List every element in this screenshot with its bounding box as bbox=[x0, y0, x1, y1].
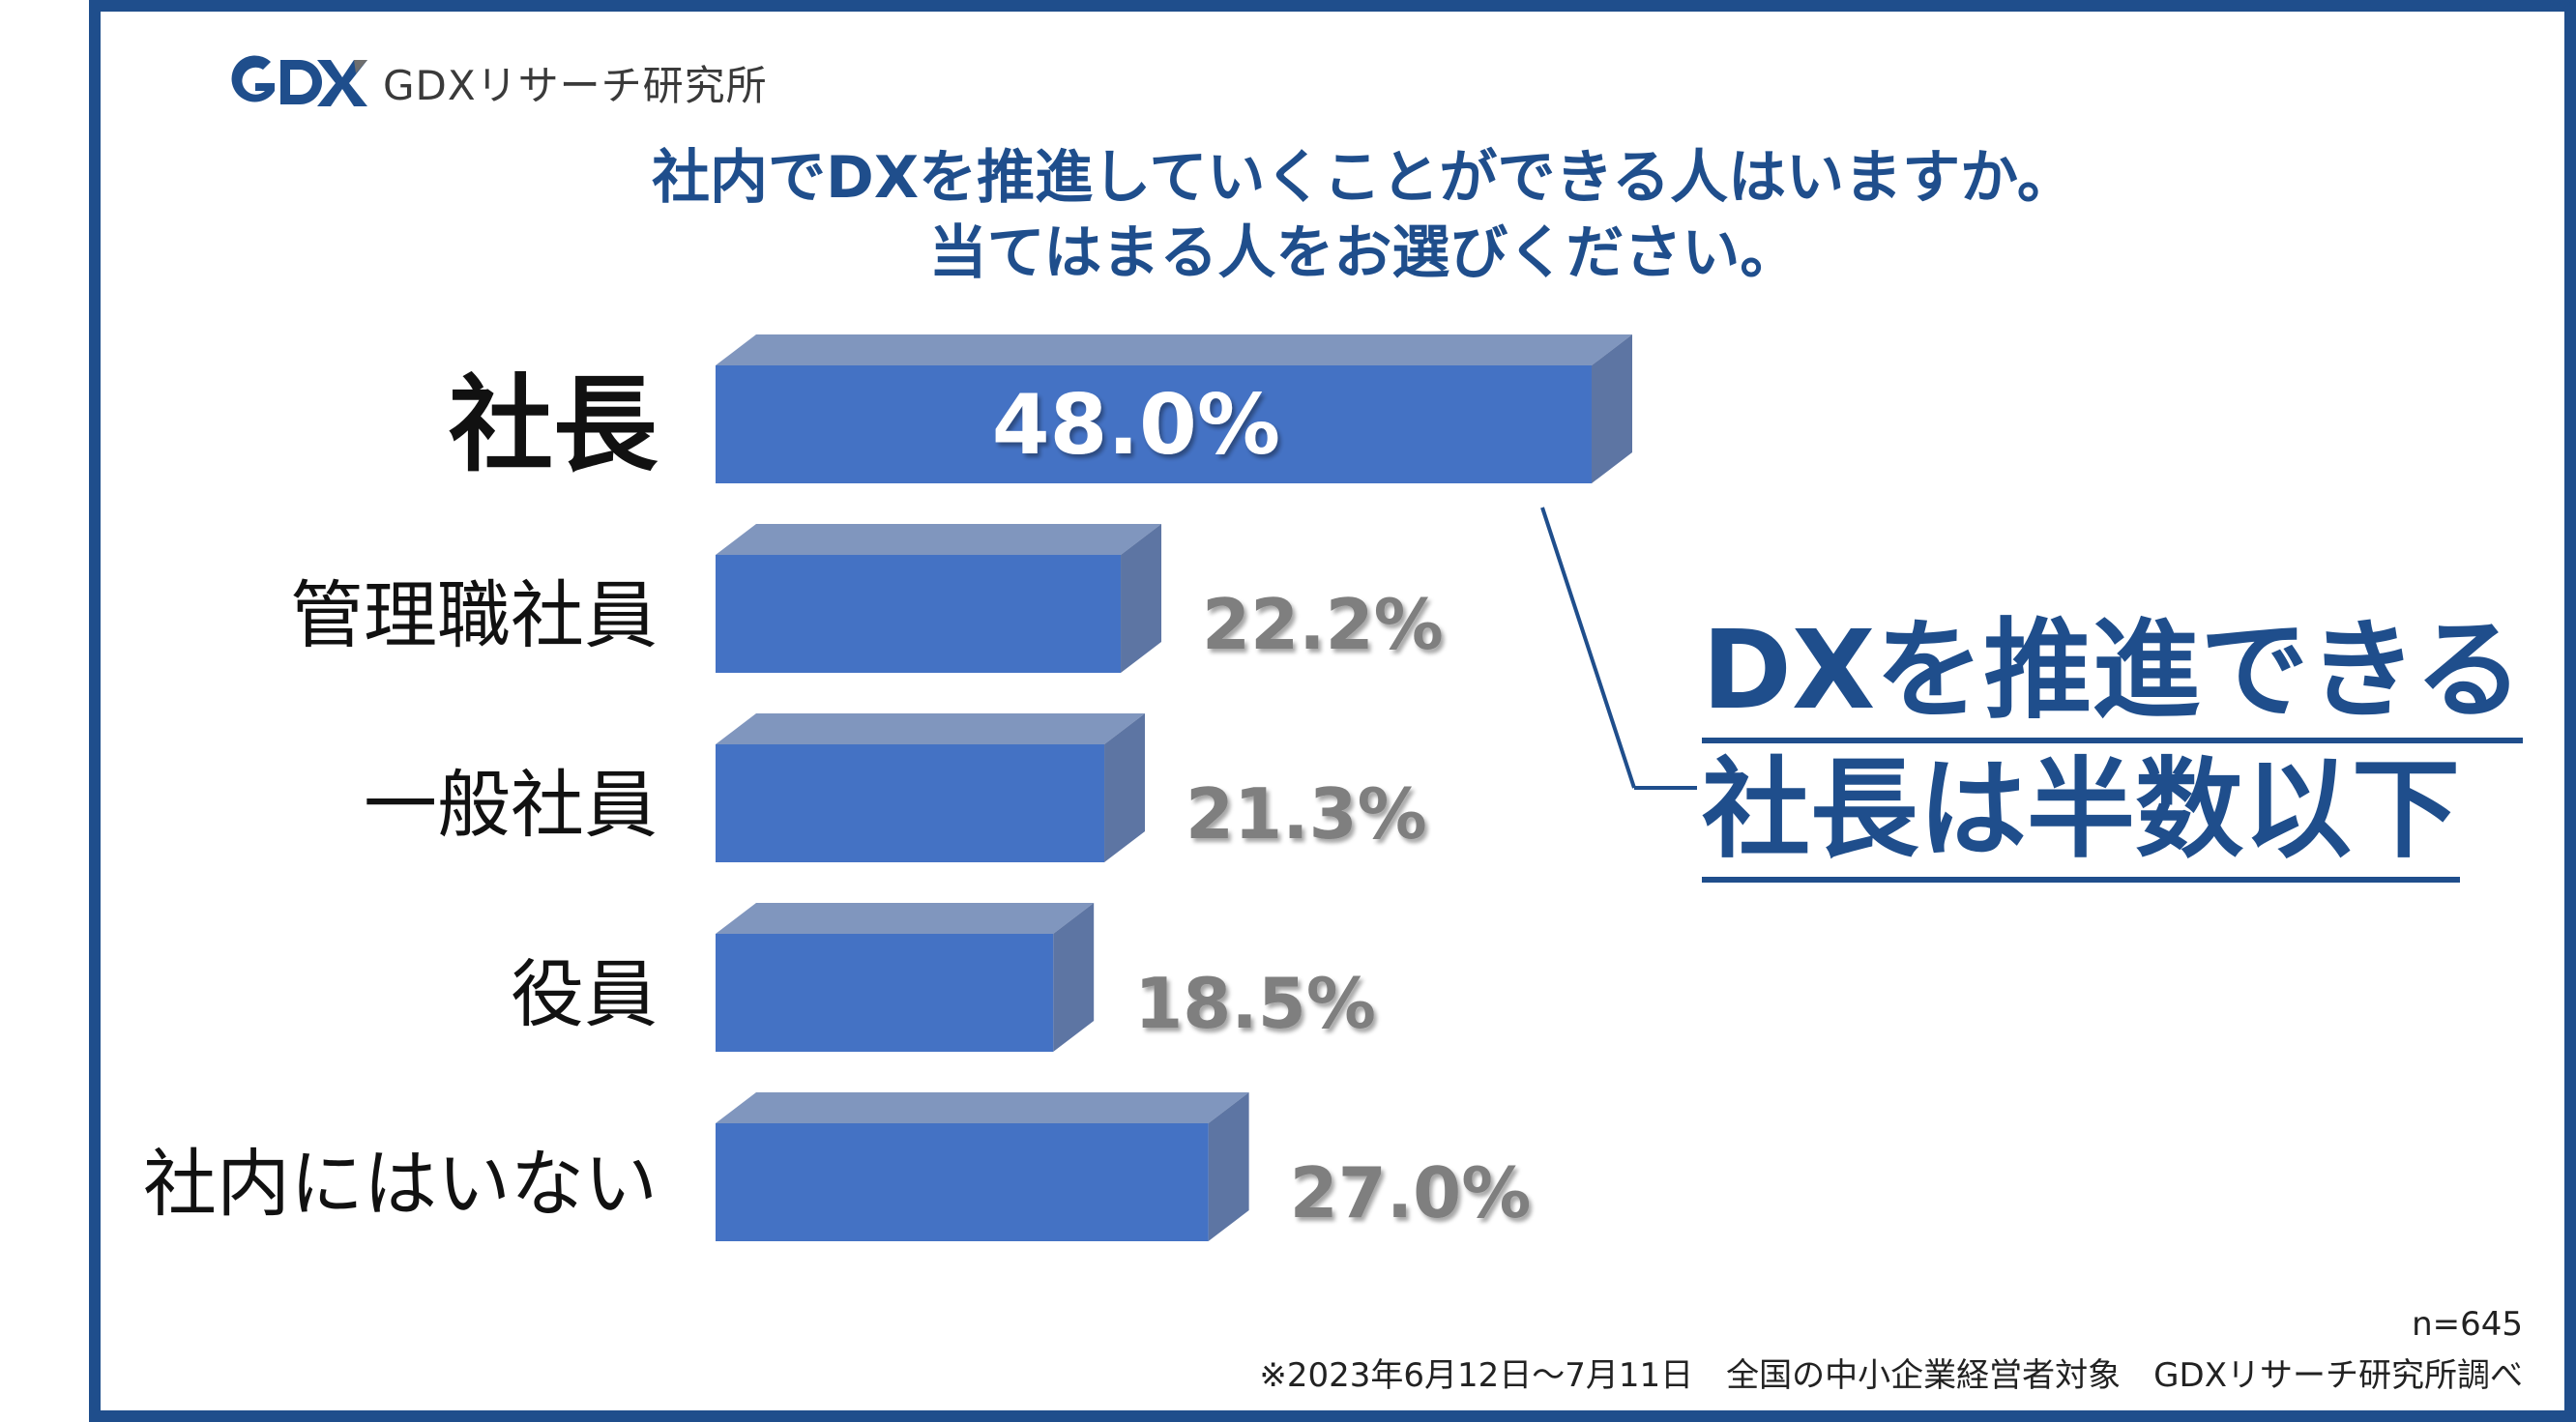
bar-group: 管理職社員 22.2% bbox=[290, 524, 1444, 673]
category-label: 管理職社員 bbox=[290, 572, 658, 658]
value-label: 48.0% bbox=[992, 377, 1280, 474]
bar bbox=[716, 555, 1122, 673]
gdx-logo-icon bbox=[231, 55, 367, 106]
value-label: 27.0% bbox=[1290, 1152, 1532, 1233]
sample-size-label: n=645 bbox=[2412, 1305, 2523, 1344]
value-label: 22.2% bbox=[1202, 584, 1444, 665]
chart-title: 社内でDXを推進していくことができる人はいますか。 当てはまる人をお選びください… bbox=[193, 140, 2533, 291]
category-label: 役員 bbox=[511, 951, 658, 1037]
bar bbox=[716, 934, 1054, 1052]
bar-top-face bbox=[716, 334, 1632, 365]
title-line-1: 社内でDXを推進していくことができる人はいますか。 bbox=[652, 144, 2075, 212]
bar-side-face bbox=[1104, 713, 1146, 862]
bar bbox=[716, 1123, 1209, 1241]
category-label: 社内にはいない bbox=[143, 1141, 658, 1227]
source-note: ※2023年6月12日～7月11日 全国の中小企業経営者対象 GDXリサーチ研究… bbox=[1259, 1356, 2523, 1395]
bar-side-face bbox=[1592, 334, 1632, 483]
slide-frame bbox=[89, 0, 2576, 1422]
bar-top-face bbox=[716, 524, 1162, 555]
bar-side-face bbox=[1208, 1092, 1249, 1241]
bar-group: 社長 48.0% bbox=[449, 334, 1632, 486]
bar-group: 社内にはいない 27.0% bbox=[143, 1092, 1531, 1241]
bar-top-face bbox=[716, 1092, 1249, 1123]
bar bbox=[716, 744, 1105, 862]
category-label: 一般社員 bbox=[364, 762, 658, 848]
callout-text: DXを推進できる 社長は半数以下 bbox=[1702, 604, 2524, 883]
bar-group: 役員 18.5% bbox=[511, 903, 1376, 1052]
category-label: 社長 bbox=[449, 365, 659, 486]
bar-group: 一般社員 21.3% bbox=[364, 713, 1427, 862]
value-label: 21.3% bbox=[1186, 773, 1427, 855]
callout-line-2: 社長は半数以下 bbox=[1702, 743, 2460, 883]
bar-side-face bbox=[1053, 903, 1095, 1052]
bar-side-face bbox=[1121, 524, 1162, 673]
title-line-2: 当てはまる人をお選びください。 bbox=[928, 219, 1799, 287]
callout-line-1: DXを推進できる bbox=[1702, 604, 2524, 743]
value-label: 18.5% bbox=[1134, 963, 1376, 1044]
bar bbox=[716, 365, 1592, 483]
logo: GDXリサーチ研究所 bbox=[220, 48, 768, 116]
callout-connector-diagonal bbox=[1540, 507, 1636, 789]
bar-top-face bbox=[716, 903, 1095, 934]
logo-text: GDXリサーチ研究所 bbox=[383, 61, 768, 109]
bar-top-face bbox=[716, 713, 1146, 744]
